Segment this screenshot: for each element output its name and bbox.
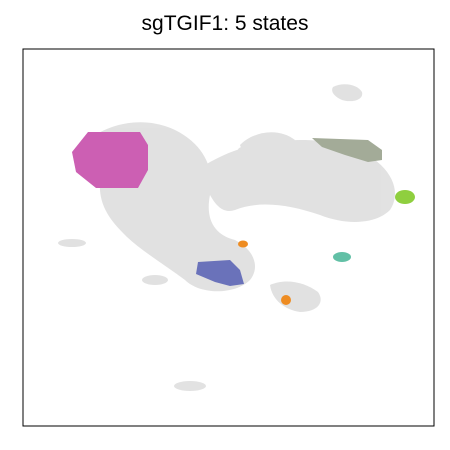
bg-left-islet — [58, 239, 86, 247]
bg-left-islet-2 — [142, 275, 168, 285]
state-cluster-blue — [196, 260, 244, 286]
state-cluster-magenta — [72, 132, 148, 188]
state-cluster-orange-2 — [281, 295, 291, 305]
bg-lower-right — [270, 281, 321, 312]
state-cluster-teal — [333, 252, 351, 262]
plot-frame — [22, 48, 435, 427]
bg-bottom-islet — [174, 381, 206, 391]
state-cluster-lime — [395, 190, 415, 204]
bg-top-right — [332, 84, 363, 102]
state-cluster-grey-green — [312, 138, 382, 162]
background-cells — [58, 84, 395, 391]
state-cluster-orange-1 — [238, 240, 248, 248]
chart-title: sgTGIF1: 5 states — [141, 12, 309, 35]
bg-mid-islet — [238, 146, 258, 154]
bg-bridge — [205, 140, 395, 222]
